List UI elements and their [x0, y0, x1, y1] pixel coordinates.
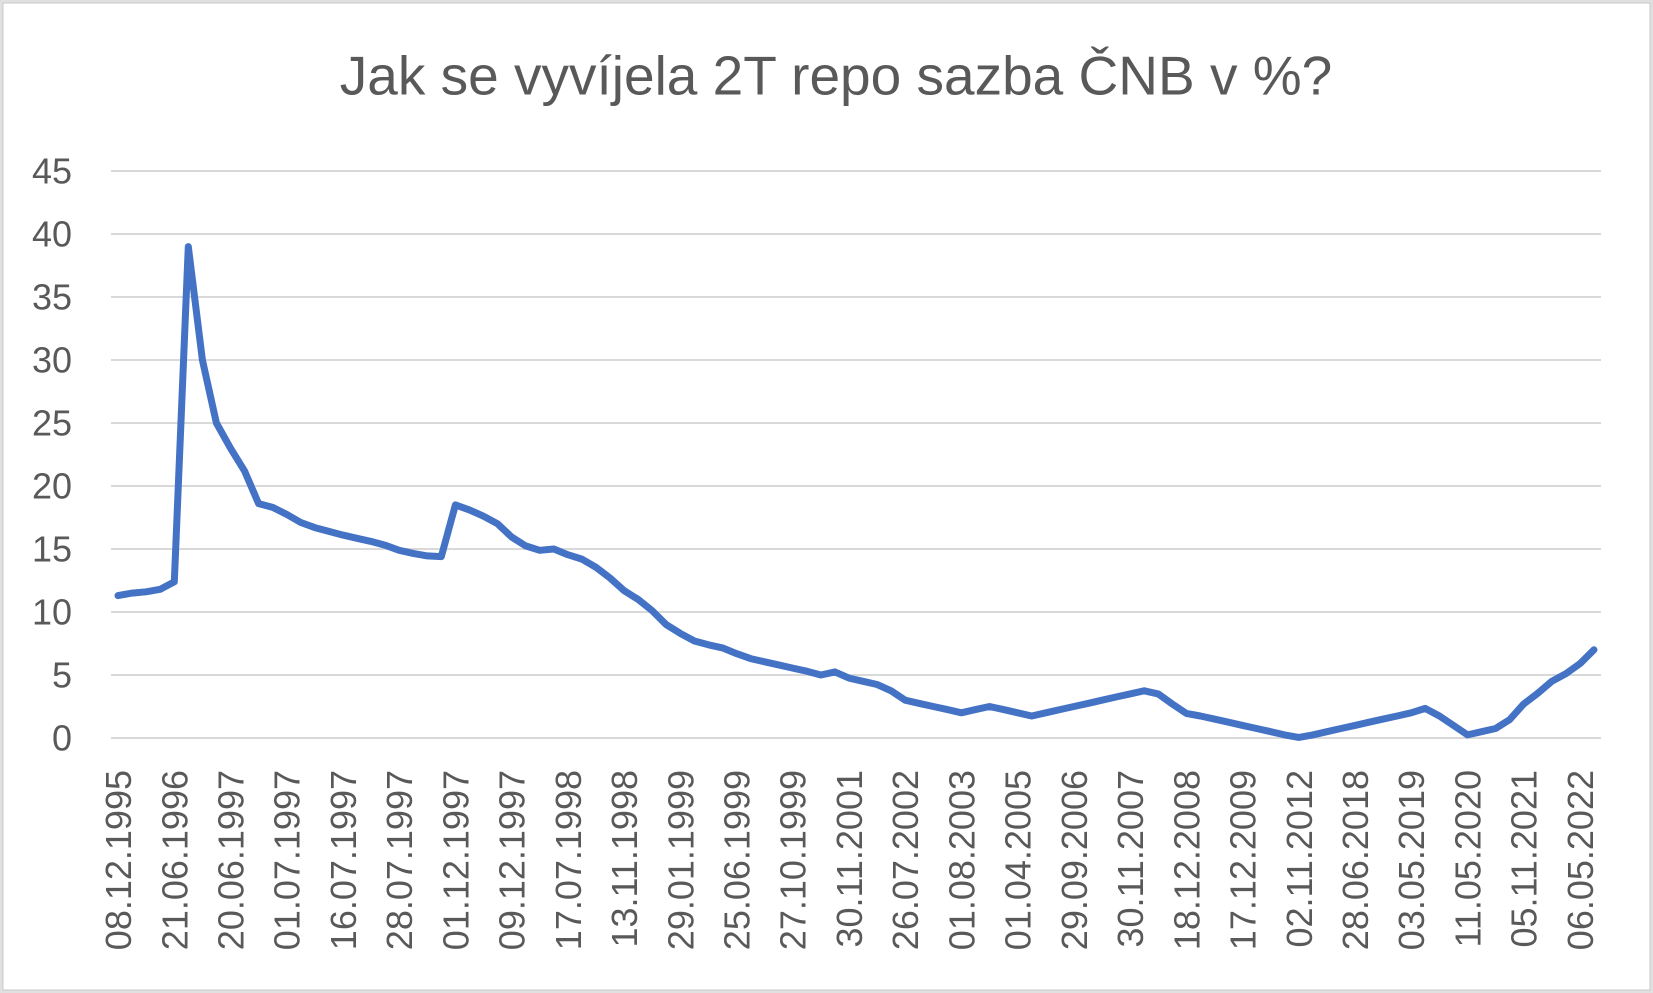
- svg-text:01.08.2003: 01.08.2003: [941, 770, 982, 950]
- svg-text:26.07.2002: 26.07.2002: [885, 770, 926, 950]
- svg-text:45: 45: [32, 151, 72, 192]
- svg-text:0: 0: [52, 718, 72, 759]
- svg-text:11.05.2020: 11.05.2020: [1448, 770, 1489, 948]
- svg-text:03.05.2019: 03.05.2019: [1391, 770, 1432, 950]
- svg-text:5: 5: [52, 655, 72, 696]
- svg-text:25: 25: [32, 403, 72, 444]
- svg-text:09.12.1997: 09.12.1997: [492, 770, 533, 950]
- svg-text:30.11.2001: 30.11.2001: [829, 770, 870, 948]
- svg-text:Jak se vyvíjela 2T repo sazba: Jak se vyvíjela 2T repo sazba ČNB v %?: [340, 45, 1332, 107]
- svg-text:17.12.2009: 17.12.2009: [1223, 770, 1264, 950]
- svg-text:30: 30: [32, 340, 72, 381]
- svg-text:27.10.1999: 27.10.1999: [773, 770, 814, 950]
- svg-text:17.07.1998: 17.07.1998: [548, 770, 589, 950]
- svg-text:05.11.2021: 05.11.2021: [1504, 770, 1545, 948]
- svg-text:02.11.2012: 02.11.2012: [1279, 770, 1320, 948]
- svg-text:21.06.1996: 21.06.1996: [154, 770, 195, 950]
- svg-text:08.12.1995: 08.12.1995: [98, 770, 139, 950]
- svg-text:06.05.2022: 06.05.2022: [1560, 770, 1601, 950]
- svg-text:01.12.1997: 01.12.1997: [435, 770, 476, 950]
- svg-text:13.11.1998: 13.11.1998: [604, 770, 645, 948]
- svg-text:25.06.1999: 25.06.1999: [717, 770, 758, 950]
- svg-text:01.07.1997: 01.07.1997: [267, 770, 308, 950]
- svg-text:16.07.1997: 16.07.1997: [323, 770, 364, 950]
- svg-text:01.04.2005: 01.04.2005: [998, 770, 1039, 950]
- svg-text:15: 15: [32, 529, 72, 570]
- svg-text:28.07.1997: 28.07.1997: [379, 770, 420, 950]
- svg-text:28.06.2018: 28.06.2018: [1335, 770, 1376, 950]
- svg-text:30.11.2007: 30.11.2007: [1110, 770, 1151, 948]
- svg-text:18.12.2008: 18.12.2008: [1166, 770, 1207, 950]
- svg-text:20: 20: [32, 466, 72, 507]
- svg-text:35: 35: [32, 277, 72, 318]
- svg-text:29.01.1999: 29.01.1999: [660, 770, 701, 950]
- svg-text:29.09.2006: 29.09.2006: [1054, 770, 1095, 950]
- svg-text:10: 10: [32, 592, 72, 633]
- svg-text:40: 40: [32, 214, 72, 255]
- svg-text:20.06.1997: 20.06.1997: [211, 770, 252, 950]
